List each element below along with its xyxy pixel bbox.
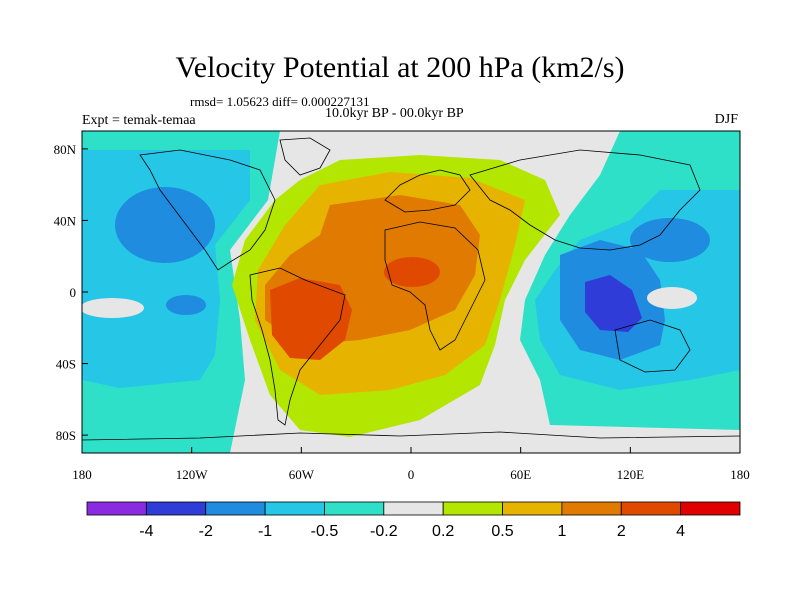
colorbar-swatch xyxy=(86,501,147,516)
coast-north-america xyxy=(139,149,276,271)
season-label: DJF xyxy=(714,112,738,127)
colorbar-label: -0.5 xyxy=(311,523,339,540)
negative-core-northpacific xyxy=(115,187,215,263)
positive-core-africa xyxy=(384,257,440,287)
plot-title: Velocity Potential at 200 hPa (km2/s) xyxy=(175,51,625,84)
coast-greenland xyxy=(279,137,331,176)
lon-tick-label: 180 xyxy=(730,467,750,482)
period-label: 10.0kyr BP - 00.0kyr BP xyxy=(325,106,464,121)
lat-tick-label: 80N xyxy=(54,142,77,157)
lat-tick-label: 0 xyxy=(70,285,77,300)
colorbar-swatch xyxy=(502,501,563,516)
lon-tick-label: 180 xyxy=(72,467,92,482)
lat-tick-label: 40S xyxy=(56,357,76,372)
colorbar-label: -1 xyxy=(258,523,272,540)
colorbar-swatch xyxy=(680,501,741,516)
coast-europe xyxy=(384,169,471,213)
coastlines xyxy=(82,137,740,441)
colorbar-swatch xyxy=(145,501,207,516)
colorbar-swatch xyxy=(620,501,682,516)
lon-tick-label: 120E xyxy=(617,467,645,482)
lon-tick-label: 0 xyxy=(408,467,415,482)
lat-tick-label: 40N xyxy=(54,213,77,228)
colorbar-label: 2 xyxy=(617,523,626,540)
lon-tick-label: 60E xyxy=(510,467,531,482)
colorbar: -4 -2 -1 -0.5 -0.2 0.2 0.5 1 2 4 xyxy=(86,501,741,540)
colorbar-label: 4 xyxy=(676,523,685,540)
colorbar-label: 1 xyxy=(557,523,566,540)
colorbar-swatch xyxy=(324,501,385,516)
colorbar-label: 0.5 xyxy=(491,523,513,540)
colorbar-label: -0.2 xyxy=(370,523,398,540)
weak-zone-pacific xyxy=(82,298,144,318)
colorbar-label: -4 xyxy=(139,523,153,540)
negative-core-eastpacific xyxy=(166,295,206,315)
negative-core-japan xyxy=(630,218,710,262)
coast-australia xyxy=(614,319,691,373)
lon-tick-label: 120W xyxy=(176,467,209,482)
colorbar-label: 0.2 xyxy=(432,523,454,540)
colorbar-swatch xyxy=(561,501,622,516)
positive-core-southamerica xyxy=(270,278,352,360)
weak-zone-philippines xyxy=(647,287,697,309)
latitude-ticks: 80N 40N 0 40S 80S xyxy=(54,142,88,443)
colorbar-swatch xyxy=(383,501,444,516)
colorbar-label: -2 xyxy=(199,523,213,540)
coast-antarctica xyxy=(82,431,740,441)
coast-asia xyxy=(469,149,701,251)
coast-south-america xyxy=(249,267,346,426)
lat-tick-label: 80S xyxy=(56,428,76,443)
strongest-negative-core xyxy=(585,275,642,332)
velocity-potential-field xyxy=(82,131,740,453)
colorbar-swatch xyxy=(264,501,325,516)
experiment-label: Expt = temak-temaa xyxy=(82,113,196,128)
lon-tick-label: 60W xyxy=(289,467,315,482)
colorbar-swatch xyxy=(205,501,266,516)
colorbar-swatch xyxy=(442,501,503,516)
coast-africa xyxy=(384,221,486,351)
rmsd-diff-label: rmsd= 1.05623 diff= 0.000227131 xyxy=(190,94,370,109)
longitude-ticks: 180 120W 60W 0 60E 120E 180 xyxy=(72,447,750,482)
